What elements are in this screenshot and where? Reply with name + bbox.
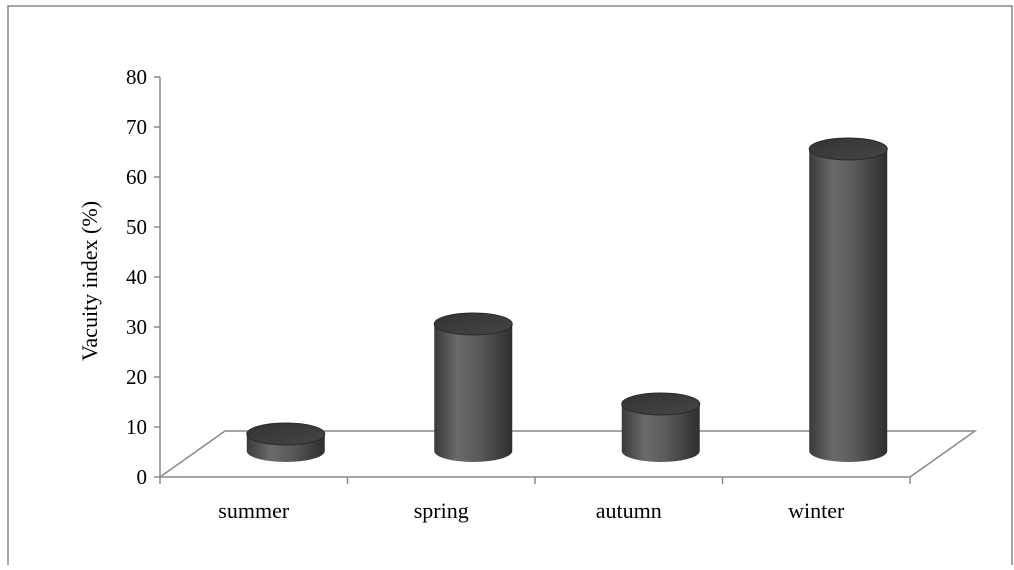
y-axis-title: Vacuity index (%) [77,201,102,361]
bar-body [809,149,888,462]
bar-top [621,392,701,416]
category-labels: summer spring autumn winter [159,477,911,523]
y-tick-label: 40 [126,265,147,289]
value-axis: 0 10 20 30 40 50 60 70 80 [126,65,910,489]
y-tick-label: 80 [126,65,147,89]
bar-top [808,137,888,161]
x-tick-label: winter [788,498,845,523]
y-tick-label: 50 [126,215,147,239]
bar-top [433,312,513,336]
y-tick-label: 70 [126,115,147,139]
y-tick-label: 0 [137,465,148,489]
y-tick-label: 10 [126,415,147,439]
bar-summer [246,422,326,462]
floor-outline [159,430,978,478]
bar-winter [808,137,888,462]
y-tick-label: 60 [126,165,147,189]
x-tick-label: spring [414,498,469,523]
x-tick-label: summer [218,498,290,523]
y-tick-label: 20 [126,365,147,389]
chart-floor [159,430,978,478]
bar-autumn [621,392,701,462]
chart-border [7,5,1013,570]
bars [246,137,888,462]
bar-spring [433,312,513,462]
bar-body [434,324,513,462]
bar-top [246,422,326,446]
x-tick-label: autumn [596,498,662,523]
bar-body [621,404,700,462]
y-tick-label: 30 [126,315,147,339]
